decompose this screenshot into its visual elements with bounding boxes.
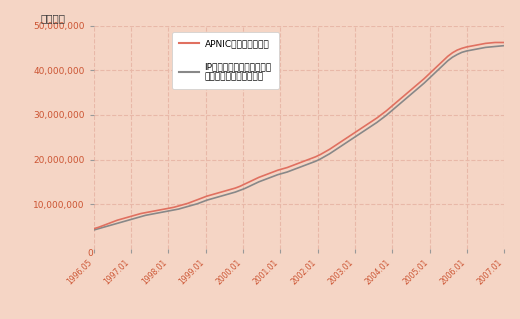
Text: （件数）: （件数） (40, 13, 65, 23)
Text: 0: 0 (88, 249, 94, 258)
Legend: APNICからの割り振り, IPアドレス管理指定事業者
（旧会員）への割り振り: APNICからの割り振り, IPアドレス管理指定事業者 （旧会員）への割り振り (172, 32, 279, 89)
